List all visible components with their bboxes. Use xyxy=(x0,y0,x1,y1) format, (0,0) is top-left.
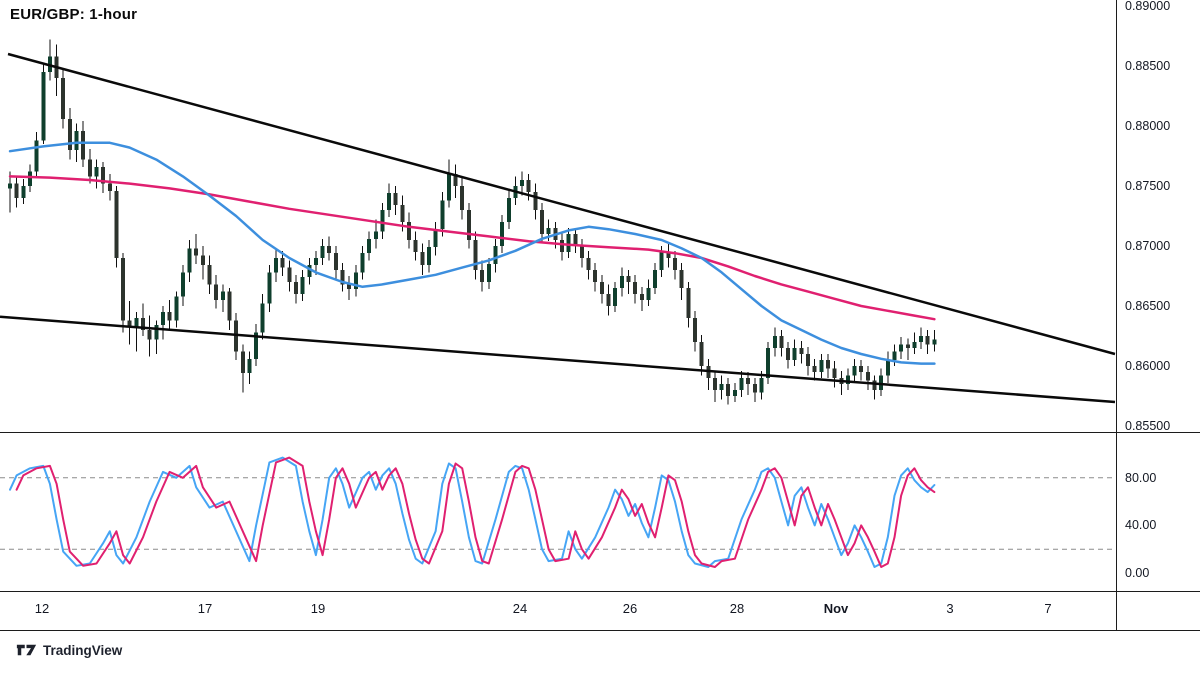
time-tick-label: Nov xyxy=(823,601,849,616)
time-tick-label: 19 xyxy=(310,601,326,616)
price-tick-label: 0.86000 xyxy=(1125,359,1171,373)
price-tick-label: 0.88000 xyxy=(1125,119,1171,133)
chart-bottom-border xyxy=(0,630,1200,631)
stoch-d-line xyxy=(15,456,936,568)
price-tick-label: 0.85500 xyxy=(1125,419,1171,433)
stoch-tick-label: 40.00 xyxy=(1125,518,1157,533)
ma-slow-pink-line[interactable] xyxy=(8,175,936,321)
price-axis-separator xyxy=(1116,0,1117,630)
time-tick-label: 24 xyxy=(512,601,528,616)
time-tick-label: 7 xyxy=(1044,601,1052,616)
tradingview-logo[interactable]: TradingView xyxy=(16,642,122,658)
descending-trendline-lower[interactable] xyxy=(0,315,1116,404)
price-tick-label: 0.89000 xyxy=(1125,0,1171,13)
price-tick-label: 0.87000 xyxy=(1125,239,1171,253)
price-tick-label: 0.88500 xyxy=(1125,59,1171,73)
stoch-tick-label: 80.00 xyxy=(1125,470,1157,485)
candlestick-series[interactable] xyxy=(8,39,937,405)
stoch-panel-bottom-divider xyxy=(0,591,1200,592)
panel-divider[interactable] xyxy=(0,432,1200,433)
time-tick-label: 17 xyxy=(197,601,213,616)
stoch-k-line xyxy=(9,456,936,568)
descending-trendline-upper[interactable] xyxy=(7,52,1116,356)
price-chart-plot[interactable] xyxy=(0,0,1116,432)
ma-fast-blue-line[interactable] xyxy=(8,141,936,365)
price-axis[interactable]: 0.89000 0.88500 0.88000 0.87500 0.87000 0.865… xyxy=(1117,0,1200,630)
symbol-title: EUR/GBP: 1-hour xyxy=(10,6,138,23)
time-tick-label: 12 xyxy=(34,601,50,616)
tradingview-logo-icon xyxy=(16,644,37,656)
stoch-tick-label: 0.00 xyxy=(1125,566,1150,580)
time-tick-label: 3 xyxy=(946,601,954,616)
price-tick-label: 0.87500 xyxy=(1125,179,1171,193)
tradingview-logo-text: TradingView xyxy=(43,642,123,658)
time-tick-label: 28 xyxy=(729,601,745,616)
time-tick-label: 26 xyxy=(622,601,638,616)
stoch-dashed-levels xyxy=(0,477,1115,550)
time-axis[interactable]: 12 17 19 24 26 28 Nov 3 7 xyxy=(0,592,1116,630)
price-tick-label: 0.86500 xyxy=(1125,299,1171,313)
